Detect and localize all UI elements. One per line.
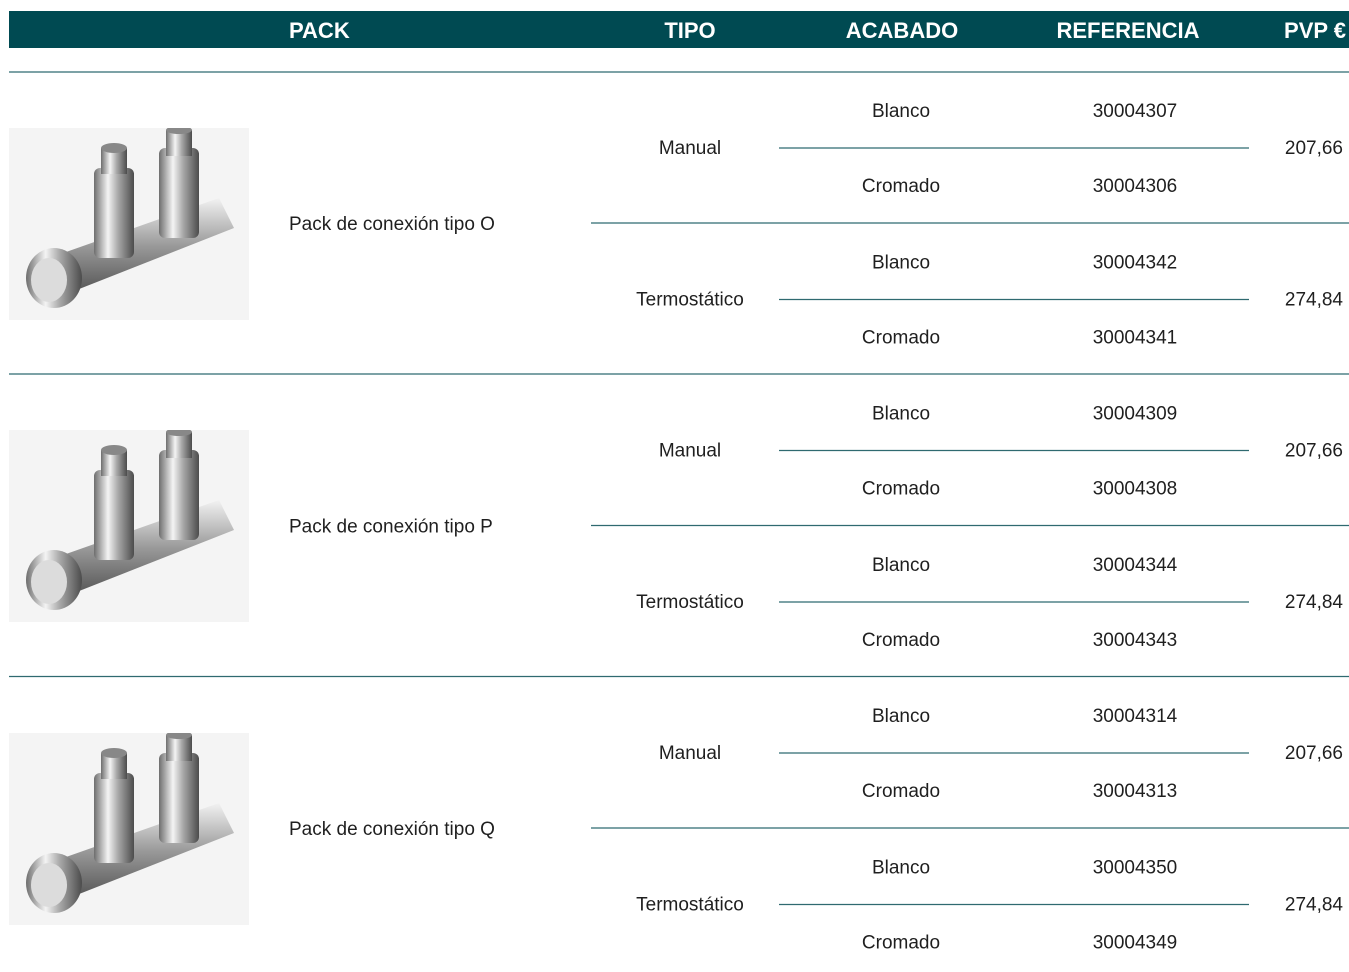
acabado: Blanco (872, 404, 930, 425)
acabado: Cromado (862, 328, 940, 349)
product-image (9, 128, 249, 320)
acabado: Blanco (872, 253, 930, 274)
column-header: ACABADO (846, 18, 958, 43)
acabado: Cromado (862, 781, 940, 802)
referencia: 30004349 (1093, 933, 1178, 954)
column-header: PACK (289, 18, 350, 43)
pack-name: Pack de conexión tipo P (289, 517, 493, 538)
acabado: Cromado (862, 933, 940, 954)
referencia: 30004307 (1093, 101, 1178, 122)
referencia: 30004342 (1093, 253, 1178, 274)
acabado: Cromado (862, 176, 940, 197)
tipo: Manual (659, 743, 721, 764)
referencia: 30004343 (1093, 630, 1178, 651)
referencia: 30004309 (1093, 404, 1178, 425)
acabado: Blanco (872, 706, 930, 727)
column-header: PVP € (1284, 18, 1346, 43)
price: 274,84 (1285, 592, 1344, 613)
product-image (9, 430, 249, 622)
referencia: 30004341 (1093, 328, 1178, 349)
pack-name: Pack de conexión tipo Q (289, 819, 495, 840)
price: 274,84 (1285, 895, 1344, 916)
column-header: REFERENCIA (1056, 18, 1199, 43)
tipo: Termostático (636, 895, 744, 916)
product-image (9, 733, 249, 925)
referencia: 30004306 (1093, 176, 1178, 197)
price: 207,66 (1285, 138, 1343, 159)
price: 274,84 (1285, 290, 1344, 311)
acabado: Cromado (862, 630, 940, 651)
tipo: Termostático (636, 592, 744, 613)
acabado: Blanco (872, 101, 930, 122)
price: 207,66 (1285, 743, 1343, 764)
pack-name: Pack de conexión tipo O (289, 214, 495, 235)
referencia: 30004344 (1093, 555, 1178, 576)
tipo: Manual (659, 441, 721, 462)
tipo: Termostático (636, 290, 744, 311)
tipo: Manual (659, 138, 721, 159)
referencia: 30004308 (1093, 479, 1178, 500)
header-bar (9, 11, 1349, 48)
column-header: TIPO (664, 18, 715, 43)
referencia: 30004314 (1093, 706, 1178, 727)
acabado: Blanco (872, 858, 930, 879)
acabado: Cromado (862, 479, 940, 500)
price: 207,66 (1285, 441, 1343, 462)
referencia: 30004313 (1093, 781, 1178, 802)
acabado: Blanco (872, 555, 930, 576)
referencia: 30004350 (1093, 858, 1178, 879)
